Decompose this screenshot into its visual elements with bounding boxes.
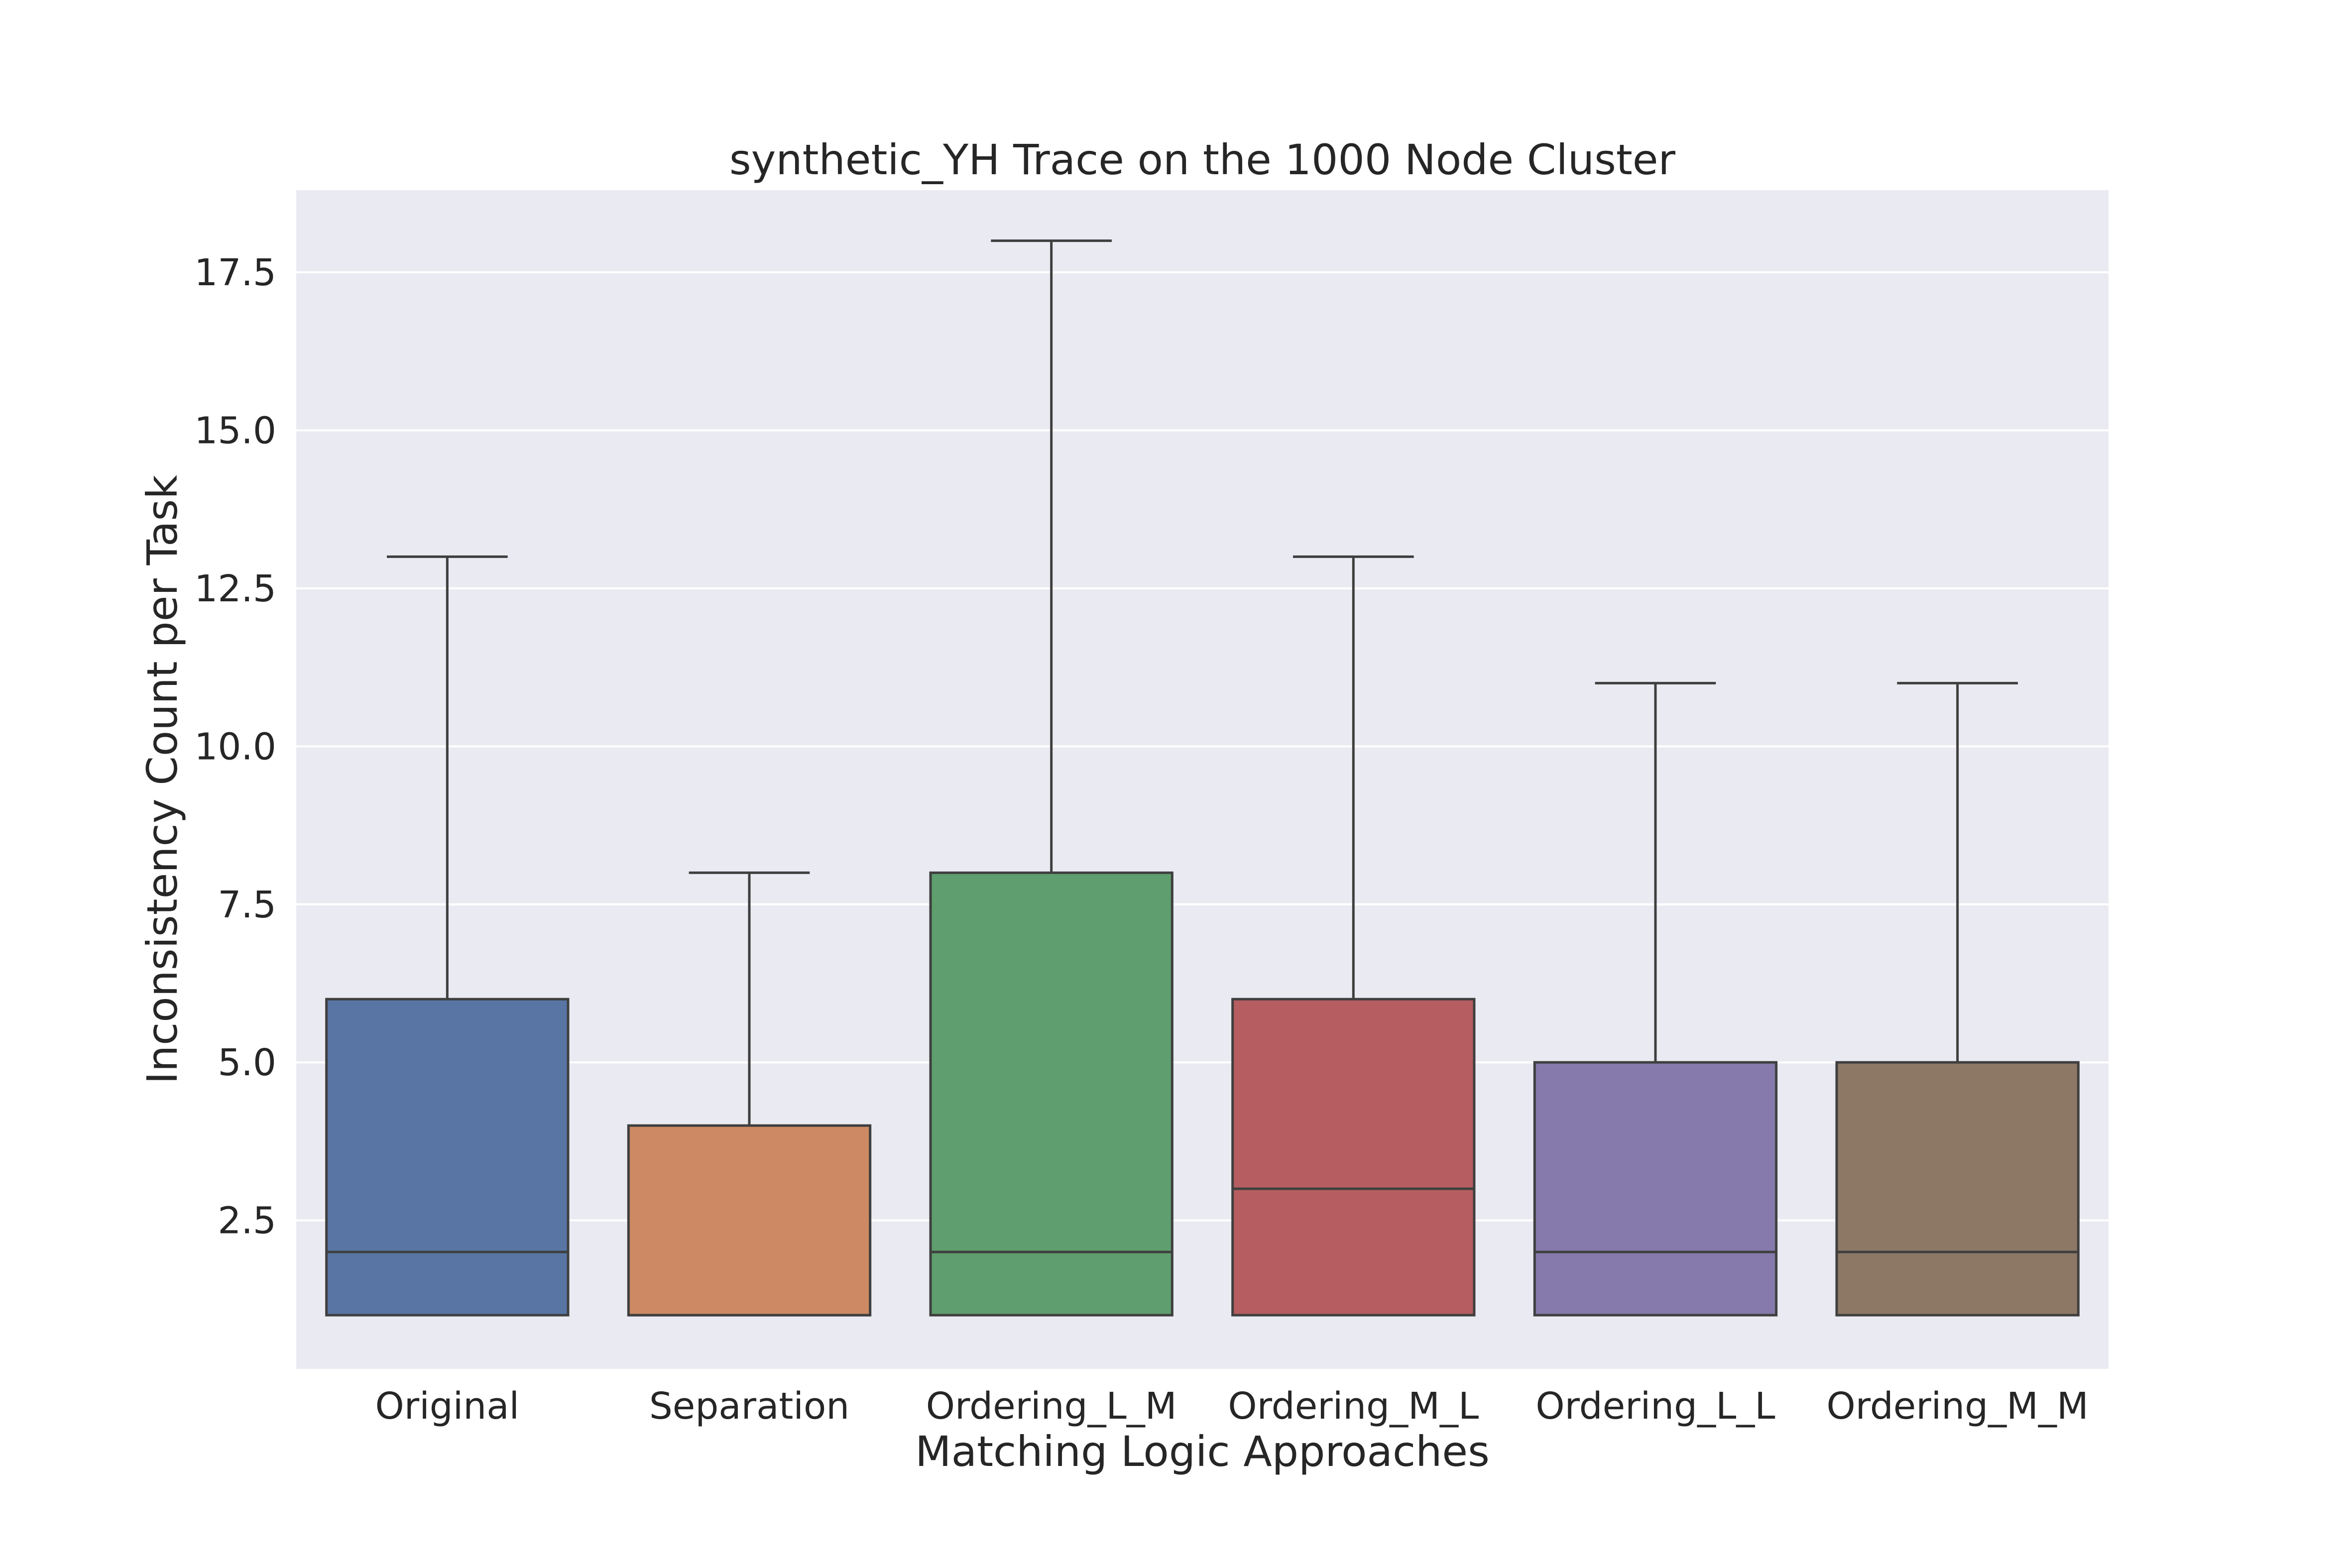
y-tick-label: 15.0 <box>194 409 276 452</box>
x-tick-label: Ordering_M_M <box>1826 1385 2088 1428</box>
y-tick-label: 17.5 <box>194 251 276 294</box>
y-axis-ticks: 2.5 5.0 7.5 10.0 12.5 15.0 17.5 <box>194 251 276 1242</box>
iqr-box <box>1231 998 1476 1317</box>
y-tick-label: 12.5 <box>194 567 276 610</box>
x-axis-label: Matching Logic Approaches <box>915 1427 1490 1476</box>
x-tick-label: Separation <box>649 1385 849 1428</box>
box-separation <box>627 871 872 1317</box>
iqr-box <box>627 1124 872 1317</box>
grid-lines <box>296 271 2109 1222</box>
x-tick-label: Ordering_L_M <box>926 1385 1177 1428</box>
x-axis-ticks: Original Separation Ordering_L_M Ordering_M… <box>375 1385 2089 1428</box>
x-tick-label: Ordering_M_L <box>1228 1385 1479 1428</box>
x-tick-label: Original <box>375 1385 520 1428</box>
plot-area <box>296 190 2109 1369</box>
box-ordering-l-m <box>929 239 1173 1317</box>
box-ordering-l-l <box>1533 681 1778 1317</box>
iqr-box <box>325 998 570 1317</box>
y-tick-label: 2.5 <box>218 1200 276 1242</box>
box-original <box>325 555 570 1317</box>
y-tick-label: 5.0 <box>218 1041 276 1084</box>
chart-title: synthetic_YH Trace on the 1000 Node Clus… <box>729 135 1676 184</box>
boxes <box>325 239 2080 1317</box>
y-tick-label: 10.0 <box>194 725 276 768</box>
box-ordering-m-l <box>1231 555 1476 1317</box>
y-tick-label: 7.5 <box>218 884 276 926</box>
iqr-box <box>929 871 1173 1317</box>
x-tick-label: Ordering_L_L <box>1535 1385 1775 1428</box>
box-ordering-m-m <box>1835 681 2080 1317</box>
iqr-box <box>1533 1061 1778 1317</box>
y-axis-label: Inconsistency Count per Task <box>138 475 187 1084</box>
iqr-box <box>1835 1061 2080 1317</box>
